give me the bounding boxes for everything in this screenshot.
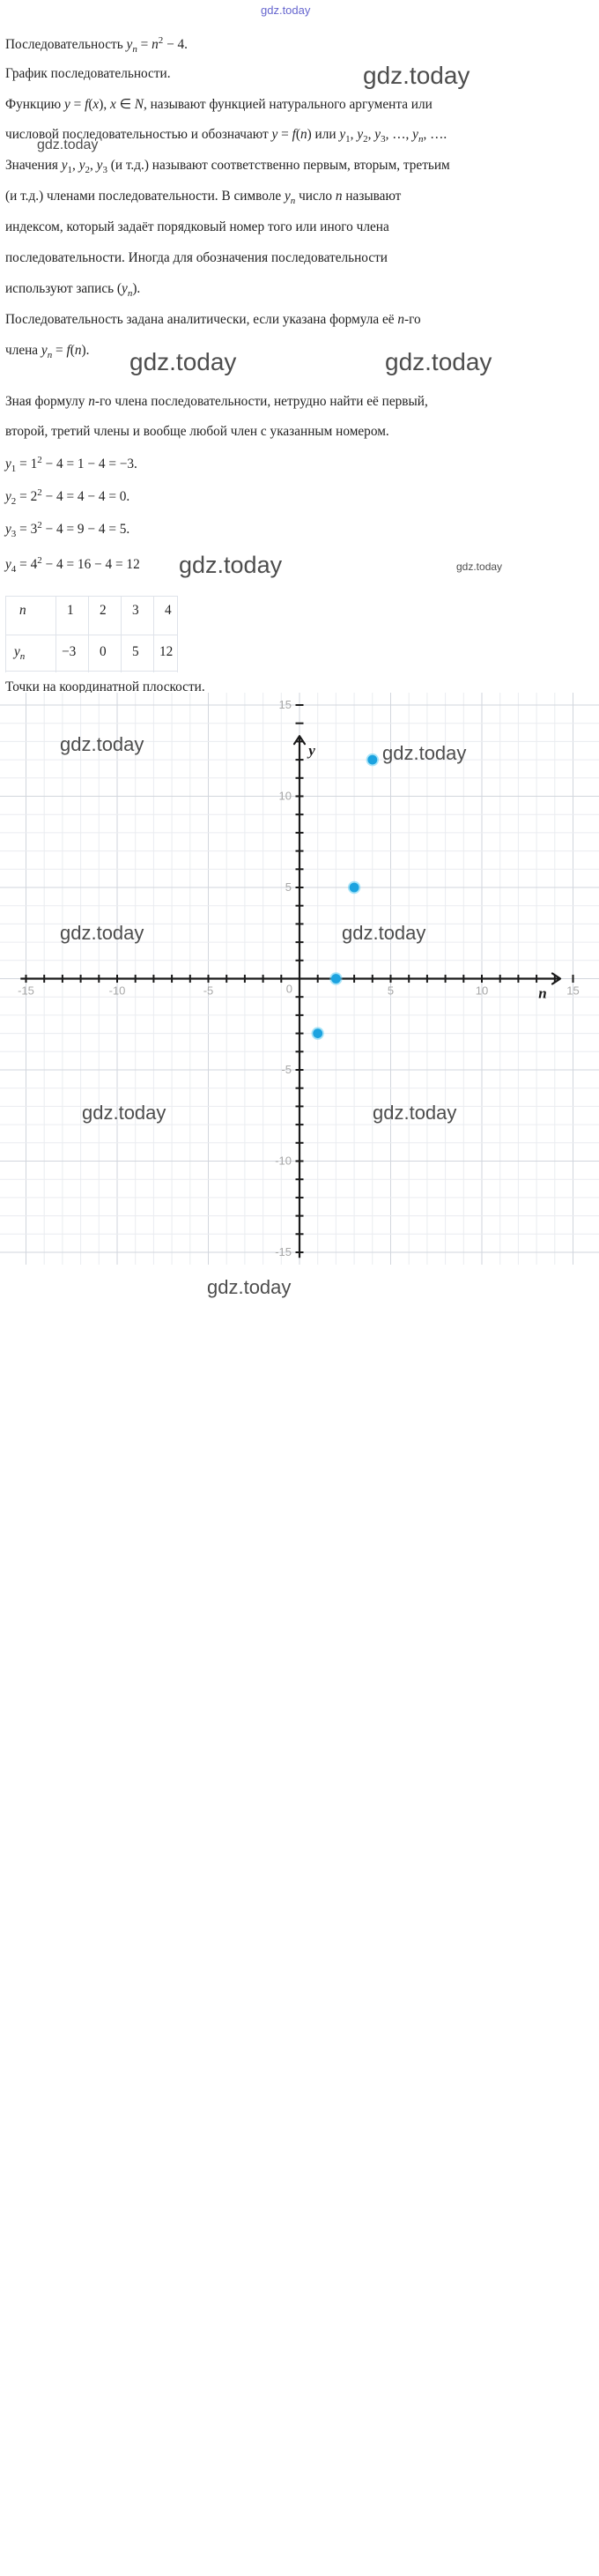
svg-text:n: n [538, 985, 546, 1002]
svg-text:5: 5 [388, 984, 394, 998]
svg-text:-5: -5 [203, 984, 214, 998]
svg-text:-15: -15 [18, 984, 34, 998]
svg-text:15: 15 [566, 984, 579, 998]
svg-text:y: y [307, 742, 315, 759]
svg-text:-10: -10 [109, 984, 126, 998]
svg-text:-10: -10 [275, 1154, 292, 1168]
svg-text:-5: -5 [281, 1063, 292, 1076]
svg-text:10: 10 [476, 984, 488, 998]
svg-text:-15: -15 [275, 1245, 292, 1258]
svg-text:15: 15 [279, 698, 292, 711]
svg-text:0: 0 [286, 983, 292, 996]
svg-text:10: 10 [279, 790, 292, 803]
svg-text:5: 5 [285, 880, 292, 894]
